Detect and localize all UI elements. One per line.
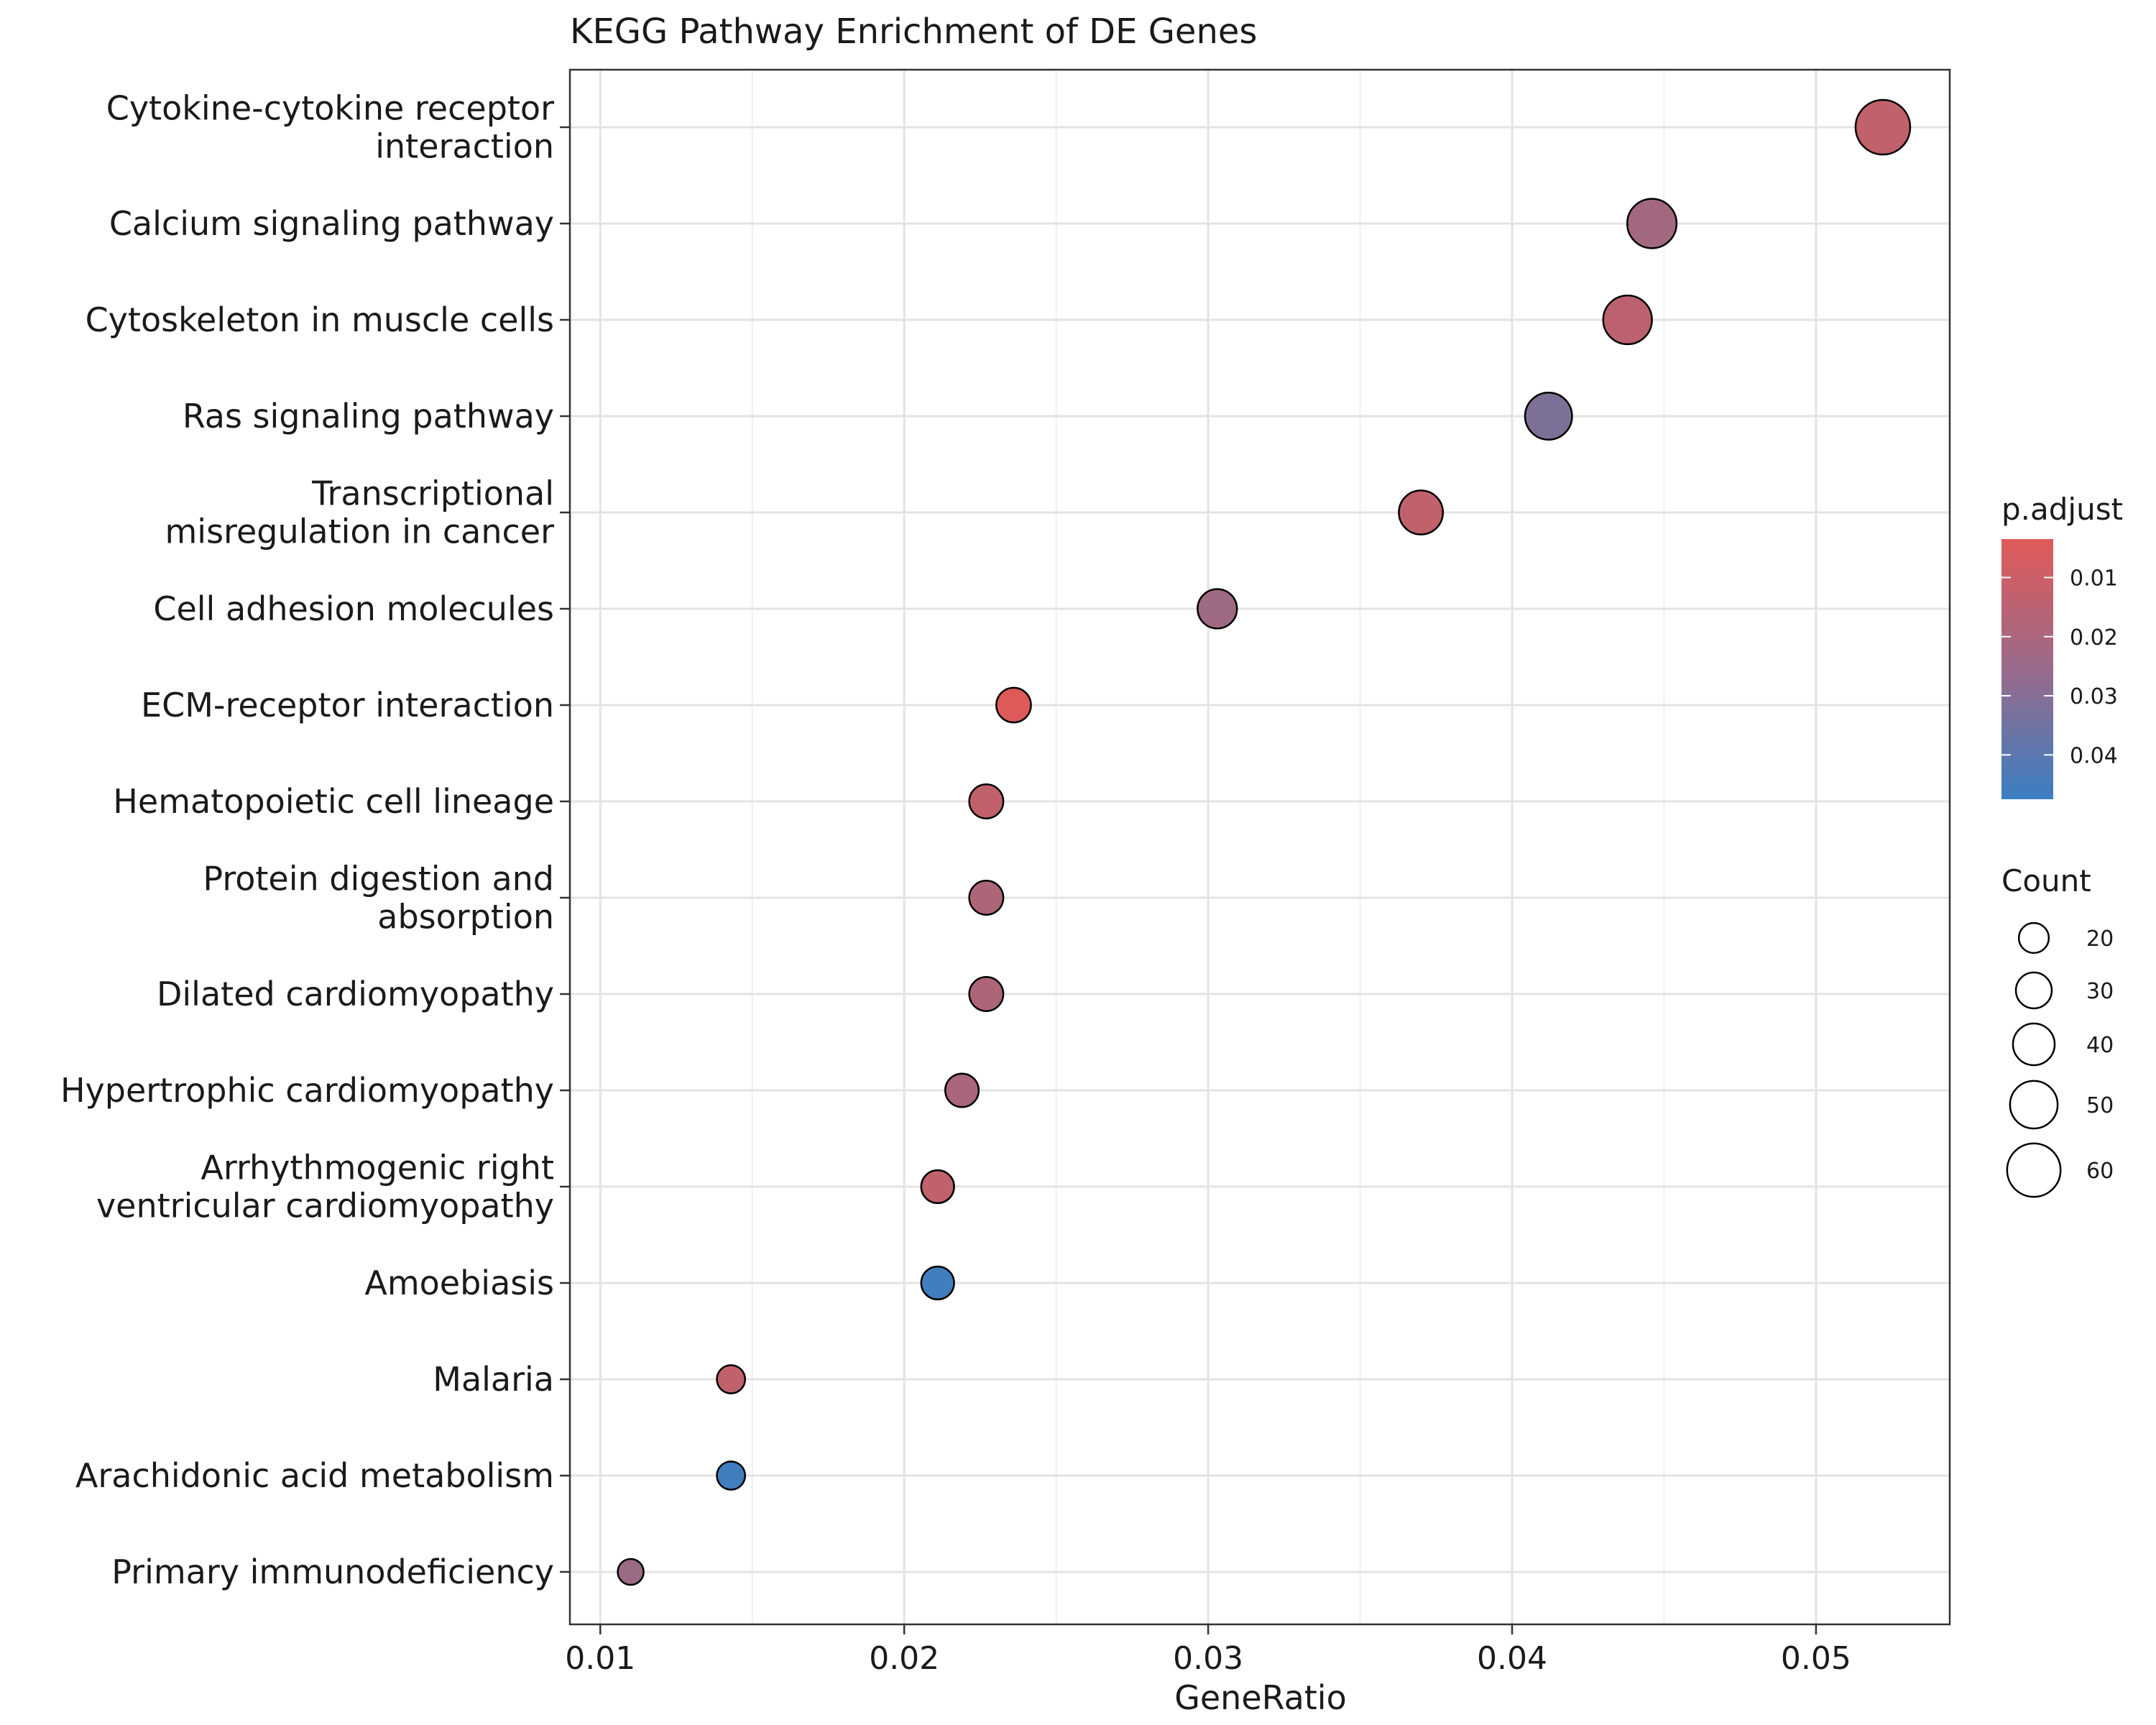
data-points — [617, 98, 1912, 1586]
color-legend-tick-label: 0.02 — [2070, 625, 2118, 650]
color-legend: p.adjust 0.01 0.02 0.03 0.04 — [2001, 492, 2123, 799]
y-axis-label: Hematopoietic cell lineage — [113, 782, 554, 821]
y-axis-label: Hypertrophic cardiomyopathy — [60, 1071, 554, 1110]
data-point — [920, 1169, 955, 1205]
data-point — [944, 1072, 980, 1108]
y-axis-label: ventricular cardiomyopathy — [96, 1187, 554, 1225]
size-legend-label: 60 — [2086, 1159, 2114, 1184]
chart-title: KEGG Pathway Enrichment of DE Genes — [570, 12, 1257, 52]
y-axis-label: Arrhythmogenic right — [201, 1149, 554, 1187]
y-axis-label: Cytokine-cytokine receptor — [106, 89, 554, 128]
size-legend-circle — [2017, 921, 2050, 954]
size-legend-circle — [2014, 971, 2053, 1010]
data-point — [1626, 198, 1678, 249]
color-legend-tick-label: 0.01 — [2070, 566, 2118, 591]
color-legend-title: p.adjust — [2001, 492, 2123, 527]
x-axis-title: GeneRatio — [1174, 1678, 1347, 1717]
y-axis-label: Malaria — [433, 1360, 554, 1399]
x-tick-label: 0.03 — [1173, 1640, 1243, 1677]
y-axis-label: Ras signaling pathway — [183, 397, 554, 436]
x-tick-label: 0.01 — [565, 1640, 635, 1677]
size-legend-label: 30 — [2086, 979, 2114, 1004]
y-axis-label: Primary immunodeficiency — [111, 1552, 554, 1591]
data-point — [1854, 98, 1912, 156]
color-legend-tick-label: 0.03 — [2070, 684, 2118, 709]
y-axis-label: Arachidonic acid metabolism — [75, 1456, 554, 1495]
size-legend-label: 40 — [2086, 1033, 2114, 1058]
size-legend-circle — [2012, 1022, 2056, 1067]
data-point — [1398, 489, 1445, 535]
y-axis-label: Amoebiasis — [364, 1264, 554, 1302]
size-legend-label: 20 — [2086, 926, 2114, 952]
data-point — [995, 686, 1032, 724]
y-axis-label: Cytoskeleton in muscle cells — [86, 300, 554, 339]
y-axis-label: Protein digestion and — [203, 860, 554, 898]
plot-panel-border — [568, 68, 1951, 1626]
y-axis-label: misregulation in cancer — [165, 512, 554, 551]
y-axis-label: interaction — [375, 127, 554, 166]
y-axis-label: Calcium signaling pathway — [109, 204, 554, 243]
size-legend-title: Count — [2001, 863, 2091, 898]
grid-layer — [570, 70, 1950, 1624]
size-legend-label: 50 — [2086, 1093, 2114, 1118]
x-tick-label: 0.05 — [1781, 1640, 1851, 1677]
y-axis-label: Transcriptional — [311, 474, 554, 513]
size-legend-circle — [2006, 1142, 2062, 1198]
data-point — [968, 976, 1005, 1012]
color-legend-bar — [2001, 539, 2053, 799]
y-axis-label: Dilated cardiomyopathy — [157, 975, 554, 1013]
size-legend: Count 20 30 40 50 60 — [2001, 863, 2114, 1198]
data-point — [968, 783, 1005, 819]
size-legend-circle — [2009, 1080, 2059, 1130]
y-axis-label: ECM-receptor interaction — [141, 686, 554, 724]
data-point — [968, 880, 1005, 916]
color-legend-ticks: 0.01 0.02 0.03 0.04 — [2001, 566, 2118, 768]
data-point — [1602, 294, 1653, 346]
data-point — [716, 1460, 747, 1491]
color-legend-tick-label: 0.04 — [2070, 743, 2118, 768]
x-tick-label: 0.04 — [1477, 1640, 1547, 1677]
y-axis-label: absorption — [377, 898, 554, 937]
data-point — [617, 1558, 645, 1586]
data-point — [1197, 588, 1238, 630]
data-point — [716, 1364, 747, 1394]
data-point — [1524, 392, 1573, 441]
x-axis-ticks: 0.01 0.02 0.03 0.04 0.05 — [565, 1624, 1851, 1677]
size-legend-items: 20 30 40 50 60 — [2006, 921, 2114, 1198]
y-axis-label: Cell adhesion molecules — [153, 589, 554, 628]
x-tick-label: 0.02 — [869, 1640, 939, 1677]
data-point — [920, 1265, 955, 1301]
